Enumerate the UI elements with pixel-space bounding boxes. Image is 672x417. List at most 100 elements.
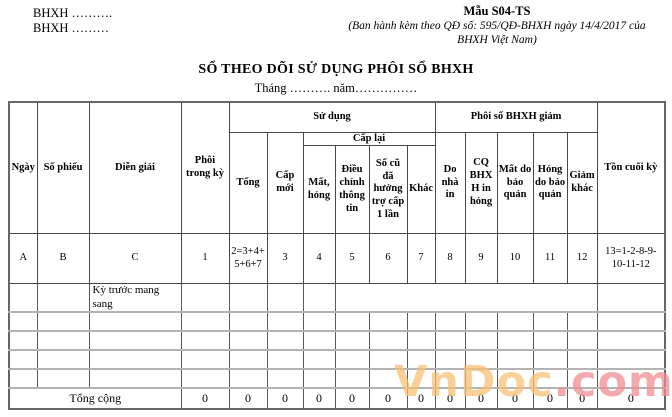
header-mat-hong: Mất, hỏng xyxy=(302,145,336,235)
col-code-cell: 2=3+4+5+6+7 xyxy=(228,233,268,285)
total-value-cell: 0 xyxy=(596,387,666,410)
empty-cell xyxy=(566,368,598,390)
issued-note-line-2: BHXH Việt Nam) xyxy=(457,34,537,47)
empty-cell xyxy=(434,330,466,352)
tracking-table: Ngày Số phiếu Diễn giải Phôi trong kỳ Sử… xyxy=(8,101,667,411)
header-phoi-trong-ky: Phôi trong kỳ xyxy=(180,101,230,235)
col-code-cell: 1 xyxy=(180,233,230,285)
form-code: Mẫu S04-TS xyxy=(463,4,531,18)
blank-row xyxy=(8,368,666,390)
col-code-cell: 10 xyxy=(496,233,534,285)
col-code-cell: 12 xyxy=(566,233,598,285)
total-value-cell: 0 xyxy=(434,387,466,410)
empty-cell xyxy=(434,349,466,371)
empty-cell xyxy=(596,330,666,352)
header-khac: Khác xyxy=(406,145,436,235)
col-code-cell: A xyxy=(8,233,38,285)
total-value-cell: 0 xyxy=(302,387,336,410)
empty-cell xyxy=(36,330,90,352)
empty-cell xyxy=(180,349,230,371)
col-code-cell: C xyxy=(88,233,182,285)
header-giam-khac: Giảm khác xyxy=(566,131,598,235)
issued-note-line-1: (Ban hành kèm theo QĐ số: 595/QĐ-BHXH ng… xyxy=(348,20,646,32)
col-code-cell: 4 xyxy=(302,233,336,285)
empty-cell xyxy=(566,330,598,352)
page-title: SỔ THEO DÕI SỬ DỤNG PHÔI SỔ BHXH xyxy=(198,62,474,77)
empty-cell xyxy=(596,349,666,371)
col-code-cell: 7 xyxy=(406,233,436,285)
form-meta: Mẫu S04-TS (Ban hành kèm theo QĐ số: 595… xyxy=(330,4,664,47)
total-value-cell: 0 xyxy=(496,387,534,410)
header-ngay: Ngày xyxy=(8,101,38,235)
empty-cell xyxy=(596,311,666,333)
col-code-cell: 11 xyxy=(532,233,568,285)
empty-cell xyxy=(36,283,90,314)
empty-cell xyxy=(368,330,408,352)
header-dieu-chinh-thong-tin: Điều chỉnh thông tin xyxy=(334,145,370,235)
empty-cell xyxy=(434,311,466,333)
header-ton-cuoi-ky: Tồn cuối kỳ xyxy=(596,101,666,235)
empty-cell xyxy=(88,330,182,352)
empty-cell xyxy=(180,330,230,352)
empty-cell xyxy=(228,349,268,371)
empty-cell xyxy=(8,368,38,390)
empty-cell xyxy=(266,330,304,352)
empty-cell xyxy=(434,368,466,390)
empty-cell xyxy=(88,311,182,333)
header-dien-giai: Diễn giải xyxy=(88,101,182,235)
empty-cell xyxy=(496,349,534,371)
total-value-cell: 0 xyxy=(566,387,598,410)
total-value-cell: 0 xyxy=(334,387,370,410)
total-value-cell: 0 xyxy=(266,387,304,410)
empty-cell xyxy=(302,311,336,333)
empty-cell xyxy=(334,330,370,352)
blank-row xyxy=(8,349,666,371)
empty-cell xyxy=(302,368,336,390)
empty-cell xyxy=(532,311,568,333)
empty-cell xyxy=(180,368,230,390)
total-value-cell: 0 xyxy=(532,387,568,410)
empty-cell xyxy=(36,349,90,371)
empty-cell xyxy=(36,311,90,333)
empty-merged-cell xyxy=(334,283,598,314)
empty-cell xyxy=(566,349,598,371)
empty-cell xyxy=(406,349,436,371)
org-line-1: BHXH ………. xyxy=(33,6,113,20)
empty-cell xyxy=(496,330,534,352)
empty-cell xyxy=(8,349,38,371)
empty-cell xyxy=(566,311,598,333)
total-value-cell: 0 xyxy=(180,387,230,410)
empty-cell xyxy=(302,330,336,352)
org-header: BHXH ………. BHXH ……… xyxy=(33,6,112,36)
header-mat-do-bao-quan: Mất do bảo quản xyxy=(496,131,534,235)
empty-cell xyxy=(228,283,268,314)
empty-cell xyxy=(464,349,498,371)
empty-cell xyxy=(334,311,370,333)
org-line-2: BHXH ……… xyxy=(33,20,110,35)
empty-cell xyxy=(228,368,268,390)
header-tong: Tổng xyxy=(228,131,268,235)
header-so-phieu: Số phiếu xyxy=(36,101,90,235)
empty-cell xyxy=(496,311,534,333)
header-do-nha-in: Do nhà in xyxy=(434,131,466,235)
header-cq-bhxh-in-hong: CQ BHXH in hỏng xyxy=(464,131,498,235)
empty-cell xyxy=(368,368,408,390)
empty-cell xyxy=(180,311,230,333)
header-cap-moi: Cấp mới xyxy=(266,131,304,235)
header-group-su-dung: Sử dụng xyxy=(228,101,436,133)
empty-cell xyxy=(228,311,268,333)
empty-cell xyxy=(532,368,568,390)
empty-cell xyxy=(368,311,408,333)
col-code-cell: 9 xyxy=(464,233,498,285)
empty-cell xyxy=(596,283,666,314)
header-group-phoi-giam: Phôi sổ BHXH giảm xyxy=(434,101,598,133)
empty-cell xyxy=(464,368,498,390)
empty-cell xyxy=(8,330,38,352)
empty-cell xyxy=(334,368,370,390)
empty-cell xyxy=(302,349,336,371)
carry-forward-row: Kỳ trước mang sang xyxy=(8,283,666,314)
total-value-cell: 0 xyxy=(464,387,498,410)
empty-cell xyxy=(36,368,90,390)
header-so-cu: Sổ cũ đã hưởng trợ cấp 1 lần xyxy=(368,145,408,235)
empty-cell xyxy=(406,330,436,352)
